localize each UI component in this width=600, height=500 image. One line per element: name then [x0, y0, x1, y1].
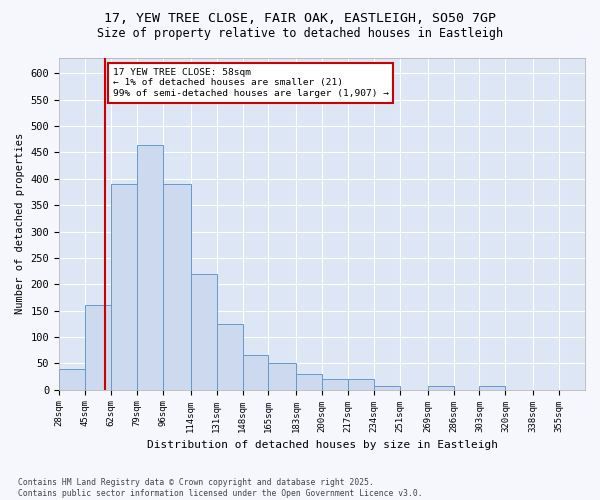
- Bar: [348, 379, 374, 390]
- Bar: [479, 386, 505, 390]
- Bar: [268, 364, 296, 390]
- Text: 17 YEW TREE CLOSE: 58sqm
← 1% of detached houses are smaller (21)
99% of semi-de: 17 YEW TREE CLOSE: 58sqm ← 1% of detache…: [113, 68, 389, 98]
- Bar: [428, 386, 454, 390]
- Bar: [374, 386, 400, 390]
- Bar: [322, 379, 348, 390]
- Bar: [217, 324, 242, 390]
- Text: Size of property relative to detached houses in Eastleigh: Size of property relative to detached ho…: [97, 28, 503, 40]
- Y-axis label: Number of detached properties: Number of detached properties: [15, 133, 25, 314]
- Bar: [59, 368, 85, 390]
- Bar: [163, 184, 191, 390]
- Bar: [137, 144, 163, 390]
- Bar: [242, 356, 268, 390]
- Text: Contains HM Land Registry data © Crown copyright and database right 2025.
Contai: Contains HM Land Registry data © Crown c…: [18, 478, 422, 498]
- X-axis label: Distribution of detached houses by size in Eastleigh: Distribution of detached houses by size …: [146, 440, 497, 450]
- Bar: [85, 306, 111, 390]
- Bar: [191, 274, 217, 390]
- Bar: [111, 184, 137, 390]
- Text: 17, YEW TREE CLOSE, FAIR OAK, EASTLEIGH, SO50 7GP: 17, YEW TREE CLOSE, FAIR OAK, EASTLEIGH,…: [104, 12, 496, 26]
- Bar: [296, 374, 322, 390]
